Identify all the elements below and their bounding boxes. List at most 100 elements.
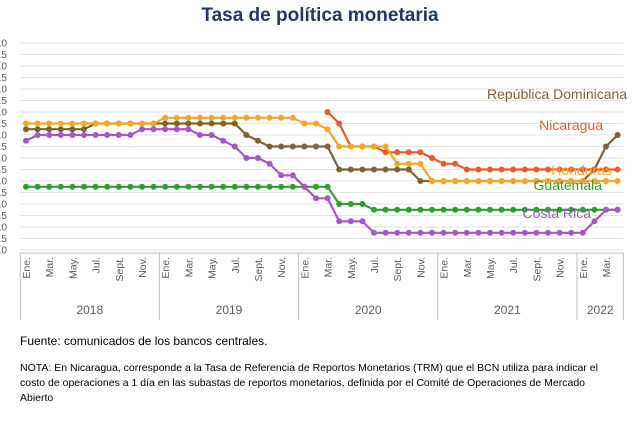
data-point xyxy=(220,183,227,190)
x-tick-label: Ene. xyxy=(578,257,590,279)
data-point xyxy=(81,126,87,133)
data-point xyxy=(521,178,528,184)
data-point xyxy=(289,172,296,179)
data-point xyxy=(545,166,551,173)
x-tick-label: Jul. xyxy=(230,257,242,273)
data-point xyxy=(69,183,76,190)
data-point xyxy=(371,206,377,213)
data-point xyxy=(220,137,227,144)
data-point xyxy=(34,183,41,190)
data-point xyxy=(510,206,517,213)
data-point xyxy=(359,201,366,207)
data-point xyxy=(405,160,412,167)
data-point xyxy=(57,132,64,138)
x-tick-label: Nov. xyxy=(137,257,149,278)
data-point xyxy=(243,132,250,138)
data-point xyxy=(510,166,517,173)
data-point xyxy=(359,218,366,225)
x-year-label: 2021 xyxy=(494,303,521,317)
data-point xyxy=(429,229,435,236)
data-point xyxy=(23,183,29,190)
data-point xyxy=(568,229,575,236)
data-point xyxy=(463,229,470,236)
data-point xyxy=(382,149,389,156)
data-point xyxy=(255,183,261,190)
data-point xyxy=(336,201,343,207)
data-point xyxy=(614,166,621,173)
data-point xyxy=(208,183,215,190)
data-point xyxy=(173,126,180,133)
data-point xyxy=(463,178,470,184)
data-point xyxy=(46,132,53,138)
data-point xyxy=(313,195,319,202)
data-point xyxy=(34,120,41,127)
y-tick-label: 8.5 xyxy=(0,50,7,61)
data-point xyxy=(255,137,261,144)
data-point xyxy=(498,178,505,184)
data-point xyxy=(487,166,493,173)
data-point xyxy=(463,166,470,173)
data-point xyxy=(359,143,366,150)
data-point xyxy=(266,143,273,150)
data-point xyxy=(324,183,331,190)
y-tick-label: 4.0 xyxy=(0,154,7,165)
data-point xyxy=(197,183,203,190)
x-year-label: 2019 xyxy=(216,303,243,317)
y-tick-label: 0.0 xyxy=(0,246,7,257)
data-point xyxy=(394,149,401,156)
data-point xyxy=(452,229,459,236)
data-point xyxy=(104,132,111,138)
data-point xyxy=(533,229,540,236)
footnote: NOTA: En Nicaragua, corresponde a la Tas… xyxy=(20,362,598,404)
y-tick-label: 7.0 xyxy=(0,85,7,96)
chart-title: Tasa de política monetaria xyxy=(201,5,439,26)
data-point xyxy=(231,143,238,150)
data-point xyxy=(603,206,609,213)
data-point xyxy=(440,229,447,236)
data-point xyxy=(266,183,273,190)
data-point xyxy=(266,160,273,167)
y-tick-label: 2.0 xyxy=(0,200,7,211)
data-point xyxy=(371,166,377,173)
data-point xyxy=(313,120,319,127)
data-point xyxy=(359,166,366,173)
y-tick-label: 5.0 xyxy=(0,131,7,142)
data-point xyxy=(243,155,250,161)
data-point xyxy=(440,178,447,184)
data-point xyxy=(289,114,296,121)
series-label: Nicaragua xyxy=(539,117,603,133)
data-point xyxy=(347,166,354,173)
data-point xyxy=(69,126,76,133)
data-point xyxy=(394,206,401,213)
series-costa-rica xyxy=(23,126,621,236)
data-point xyxy=(533,206,540,213)
data-point xyxy=(394,229,401,236)
data-point xyxy=(487,178,493,184)
data-point xyxy=(243,183,250,190)
data-point xyxy=(591,166,598,173)
data-point xyxy=(614,178,621,184)
data-point xyxy=(278,114,285,121)
data-point xyxy=(57,120,64,127)
series-label: Honduras xyxy=(551,162,612,178)
data-point xyxy=(139,120,145,127)
data-point xyxy=(255,114,261,121)
data-point xyxy=(208,114,215,121)
data-point xyxy=(510,229,517,236)
data-point xyxy=(382,166,389,173)
data-point xyxy=(69,132,76,138)
data-point xyxy=(231,114,238,121)
x-tick-label: Ene. xyxy=(21,257,33,279)
series-label: República Dominicana xyxy=(487,86,627,102)
data-point xyxy=(115,183,122,190)
data-point xyxy=(382,206,389,213)
data-point xyxy=(231,183,238,190)
data-point xyxy=(289,183,296,190)
data-point xyxy=(405,229,412,236)
y-tick-label: 7.5 xyxy=(0,73,7,84)
data-point xyxy=(591,178,598,184)
data-point xyxy=(452,178,459,184)
data-point xyxy=(197,120,203,127)
x-tick-label: Mar. xyxy=(601,257,613,277)
data-point xyxy=(139,183,145,190)
